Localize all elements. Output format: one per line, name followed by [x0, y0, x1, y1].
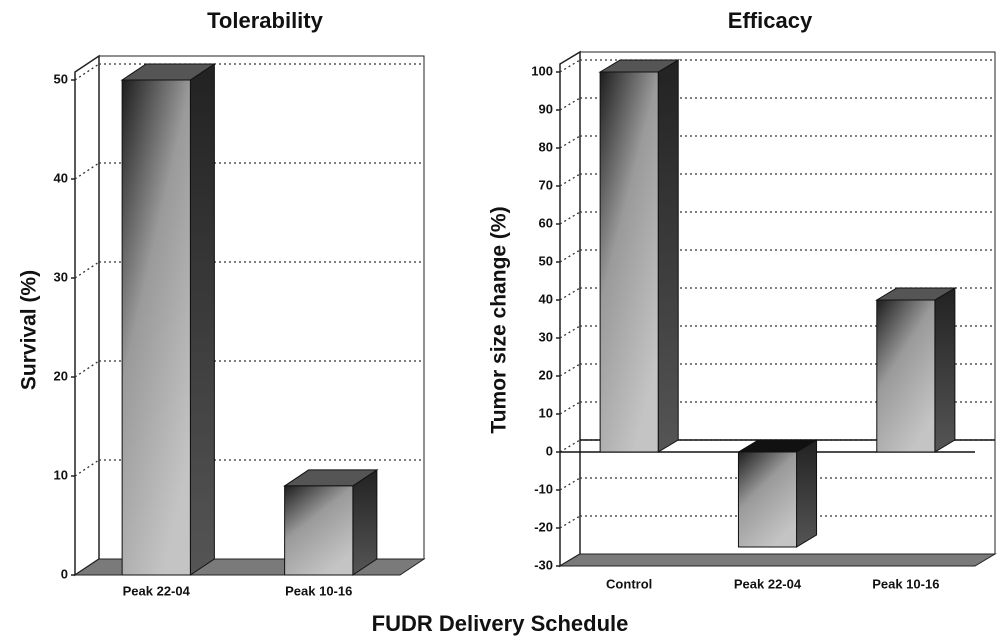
bar-front [121, 79, 191, 576]
x-tick-label: Control [606, 576, 652, 591]
grid-line-side [559, 515, 581, 529]
bar-side [796, 439, 818, 548]
grid-line-side [559, 249, 581, 263]
grid-line-side [559, 59, 581, 73]
x-axis-label: FUDR Delivery Schedule [372, 611, 629, 636]
grid-line-side [559, 477, 581, 491]
y-tick-label: 20 [54, 368, 68, 383]
y-axis-label: Tumor size change (%) [488, 206, 511, 433]
y-tick-label: 10 [539, 405, 553, 420]
y-tick-label: 40 [539, 291, 553, 306]
y-tick-label: 60 [539, 215, 553, 230]
y-tick-label: 30 [54, 269, 68, 284]
y-tick-label: 70 [539, 177, 553, 192]
bar-front [284, 485, 354, 576]
y-tick-label: 50 [539, 253, 553, 268]
grid-line-side [559, 439, 581, 453]
y-tick-label: 0 [61, 566, 68, 581]
y-tick-label: 40 [54, 170, 68, 185]
bar [874, 287, 957, 453]
grid-line-side [559, 401, 581, 415]
y-tick-label: -20 [534, 519, 553, 534]
bar [120, 63, 217, 576]
chart-title: Efficacy [728, 8, 813, 33]
bar-front [599, 71, 659, 453]
x-tick-label: Peak 10-16 [872, 576, 939, 591]
y-tick-label: 80 [539, 139, 553, 154]
grid-line-side [559, 173, 581, 187]
y-tick-label: 20 [539, 367, 553, 382]
floor [558, 553, 997, 567]
grid-line-side [559, 135, 581, 149]
x-tick-label: Peak 10-16 [285, 583, 352, 598]
x-tick-label: Peak 22-04 [123, 583, 191, 598]
y-tick-label: 100 [531, 63, 553, 78]
x-tick-label: Peak 22-04 [734, 576, 802, 591]
y-tick-label: 50 [54, 71, 68, 86]
grid-line-side [559, 325, 581, 339]
bar-side [189, 63, 215, 576]
y-tick-label: 0 [546, 443, 553, 458]
bar [282, 468, 379, 576]
grid-line-side [559, 363, 581, 377]
grid-line-side [559, 287, 581, 301]
y-tick-label: 10 [54, 467, 68, 482]
bar-front [737, 451, 798, 548]
bar-side [657, 59, 679, 453]
grid-line-side [559, 97, 581, 111]
y-tick-label: -30 [534, 557, 553, 572]
bar-side [934, 287, 956, 453]
left-wall [559, 50, 581, 568]
y-tick-label: -10 [534, 481, 553, 496]
bar [598, 59, 681, 453]
grid-line-side [559, 211, 581, 225]
left-wall [74, 54, 100, 577]
bar-side [352, 468, 378, 576]
y-axis-label: Survival (%) [18, 270, 41, 390]
y-tick-label: 30 [539, 329, 553, 344]
bar-front [876, 299, 936, 453]
y-tick-label: 90 [539, 101, 553, 116]
bar [736, 439, 819, 548]
chart-title: Tolerability [207, 8, 323, 33]
